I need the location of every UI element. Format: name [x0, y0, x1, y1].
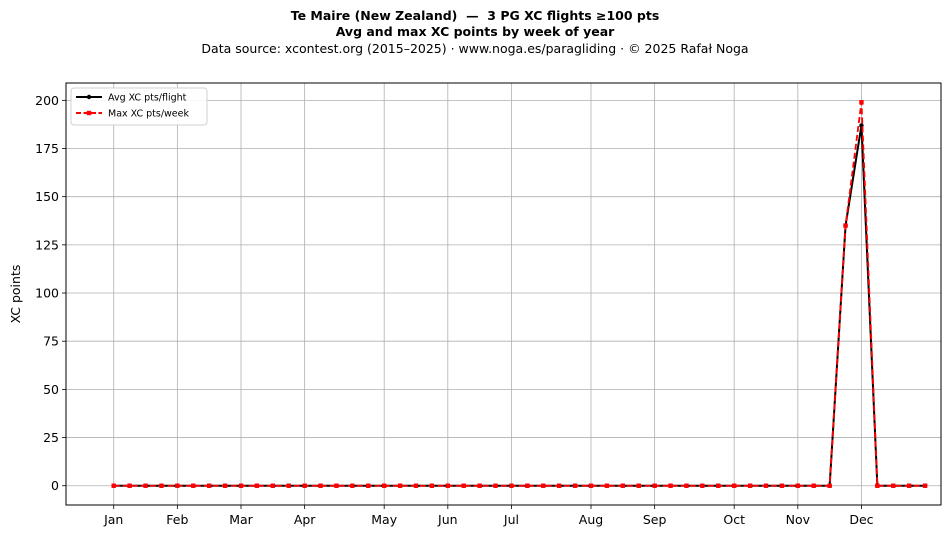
data-point-max	[191, 483, 196, 488]
data-point-max	[206, 483, 212, 488]
x-tick-label: Jun	[437, 512, 458, 527]
x-tick-label: May	[371, 512, 397, 527]
data-point-max	[588, 483, 594, 488]
data-point-max	[461, 483, 466, 488]
data-point-max	[541, 483, 546, 488]
data-point-max	[795, 483, 801, 488]
x-tick-label: Dec	[849, 512, 873, 527]
data-point-max	[906, 483, 912, 488]
legend-label: Max XC pts/week	[108, 109, 189, 120]
data-point-max	[254, 483, 260, 488]
series-line-avg	[113, 124, 926, 487]
data-point-max	[604, 483, 610, 488]
data-point-max	[747, 483, 753, 488]
y-tick-label: 0	[51, 478, 59, 493]
x-tick-label: Sep	[643, 512, 667, 527]
series-layer	[111, 100, 928, 488]
grid	[66, 83, 941, 505]
data-point-max	[827, 483, 832, 488]
x-tick-label: Mar	[229, 512, 253, 527]
y-tick-label: 125	[35, 237, 59, 252]
y-tick-label: 75	[43, 334, 59, 349]
data-point-max	[779, 483, 785, 488]
x-tick-label: Jan	[103, 512, 123, 527]
chart-source-line: Data source: xcontest.org (2015–2025) · …	[201, 41, 749, 56]
data-point-max	[159, 483, 164, 488]
data-point-max	[620, 483, 626, 488]
data-point-max	[509, 483, 514, 488]
data-point-max	[716, 483, 721, 488]
y-tick-label: 200	[35, 93, 59, 108]
data-point-max	[111, 483, 116, 488]
data-point-max	[668, 483, 673, 488]
chart-title: Te Maire (New Zealand) — 3 PG XC flights…	[290, 8, 660, 23]
series-line-max	[113, 101, 926, 487]
data-point-max	[731, 483, 737, 488]
data-point-max	[334, 483, 339, 488]
data-point-max	[270, 483, 276, 488]
x-tick-label: Nov	[786, 512, 811, 527]
data-point-max	[811, 483, 816, 488]
data-point-max	[652, 483, 657, 488]
data-point-max	[302, 483, 307, 488]
legend-label: Avg XC pts/flight	[108, 93, 187, 104]
data-point-max	[222, 483, 228, 488]
data-point-max	[525, 483, 530, 488]
data-point-max	[859, 100, 864, 105]
data-point-max	[127, 483, 132, 488]
data-point-max	[763, 483, 769, 488]
data-point-max	[636, 483, 641, 488]
data-point-max	[397, 483, 403, 488]
data-point-max	[413, 483, 419, 488]
data-point-max	[381, 483, 387, 488]
data-point-max	[445, 483, 451, 488]
data-point-max	[875, 483, 880, 488]
y-tick-label: 150	[35, 189, 59, 204]
y-tick-label: 50	[43, 382, 59, 397]
chart-title-block: Te Maire (New Zealand) — 3 PG XC flights…	[0, 8, 950, 58]
data-point-max	[143, 483, 148, 488]
data-point-max	[366, 483, 371, 488]
data-point-max	[429, 483, 435, 488]
data-point-max	[493, 483, 498, 488]
legend: Avg XC pts/flight Max XC pts/week	[70, 87, 208, 126]
chart-subtitle: Avg and max XC points by week of year	[335, 24, 615, 39]
data-point-max	[891, 483, 896, 488]
legend-swatch-marker	[86, 110, 92, 116]
data-point-max	[700, 483, 705, 488]
y-tick-label: 25	[43, 430, 59, 445]
data-point-max	[238, 483, 244, 488]
data-point-max	[922, 483, 928, 488]
data-point-max	[572, 483, 578, 488]
legend-swatch-marker	[86, 94, 92, 100]
data-point-max	[318, 483, 323, 488]
data-point-max	[350, 483, 355, 488]
y-tick-label: 100	[35, 286, 59, 301]
data-point-max	[684, 483, 689, 488]
data-point-max	[843, 223, 848, 228]
x-tick-label: Oct	[723, 512, 745, 527]
y-axis-label: XC points	[8, 265, 23, 324]
axes-frame	[65, 82, 942, 506]
data-point-max	[286, 483, 291, 488]
x-tick-label: Aug	[579, 512, 603, 527]
tick-layer: 0 25 50 75 100 125 150 175 200 Jan Feb Mar Apr May Jun…	[35, 93, 874, 527]
y-tick-label: 175	[35, 141, 59, 156]
data-point-max	[175, 483, 180, 488]
legend-box	[70, 87, 208, 126]
data-point-max	[477, 483, 482, 488]
x-tick-label: Apr	[294, 512, 316, 527]
x-tick-label: Jul	[503, 512, 519, 527]
x-tick-label: Feb	[166, 512, 188, 527]
data-point-max	[556, 483, 562, 488]
